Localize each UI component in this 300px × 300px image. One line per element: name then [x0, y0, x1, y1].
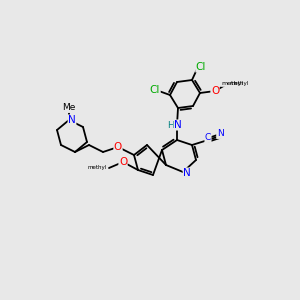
- Text: methyl: methyl: [88, 166, 107, 170]
- Text: O: O: [114, 142, 122, 152]
- Text: Cl: Cl: [196, 62, 206, 72]
- Text: N: N: [183, 168, 191, 178]
- Text: methyl: methyl: [221, 82, 243, 86]
- Text: O: O: [211, 86, 219, 96]
- Text: O: O: [119, 157, 127, 167]
- Text: N: N: [174, 120, 182, 130]
- Text: N: N: [68, 115, 76, 125]
- Text: C: C: [205, 134, 211, 142]
- Text: Cl: Cl: [150, 85, 160, 95]
- Text: Me: Me: [62, 103, 76, 112]
- Text: methyl: methyl: [229, 82, 248, 86]
- Text: H: H: [167, 121, 173, 130]
- Text: N: N: [217, 130, 224, 139]
